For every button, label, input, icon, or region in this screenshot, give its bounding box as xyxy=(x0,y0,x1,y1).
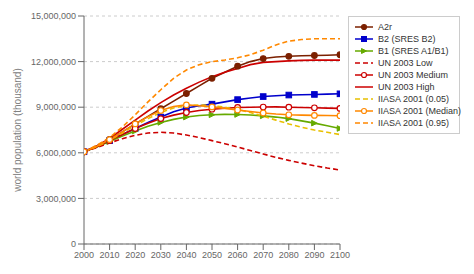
html-text:A2r: A2r xyxy=(378,22,392,32)
svg-text:15,000,000: 15,000,000 xyxy=(31,11,76,21)
svg-text:2080: 2080 xyxy=(279,250,299,260)
svg-text:2000: 2000 xyxy=(74,250,94,260)
svg-text:3,000,000: 3,000,000 xyxy=(36,194,76,204)
html-text:B2 (SRES B2): B2 (SRES B2) xyxy=(378,34,436,44)
svg-text:12,000,000: 12,000,000 xyxy=(31,57,76,67)
svg-text:2060: 2060 xyxy=(228,250,248,260)
svg-text:2040: 2040 xyxy=(176,250,196,260)
html-text:B1 (SRES A1/B1): B1 (SRES A1/B1) xyxy=(378,46,449,56)
html-text:IIASA 2001 (Median): IIASA 2001 (Median) xyxy=(378,106,462,116)
svg-text:2020: 2020 xyxy=(125,250,145,260)
svg-text:2010: 2010 xyxy=(100,250,120,260)
svg-text:2100: 2100 xyxy=(330,250,350,260)
svg-text:2030: 2030 xyxy=(151,250,171,260)
svg-text:world population (thousand): world population (thousand) xyxy=(12,68,23,192)
html-text:IIASA 2001 (0.95): IIASA 2001 (0.95) xyxy=(378,118,449,128)
svg-text:0: 0 xyxy=(71,239,76,249)
svg-text:2050: 2050 xyxy=(202,250,222,260)
html-text:UN 2003 High: UN 2003 High xyxy=(378,82,435,92)
svg-text:6,000,000: 6,000,000 xyxy=(36,148,76,158)
svg-text:9,000,000: 9,000,000 xyxy=(36,102,76,112)
svg-text:2090: 2090 xyxy=(304,250,324,260)
svg-text:2070: 2070 xyxy=(253,250,273,260)
html-text:UN 2003 Medium: UN 2003 Medium xyxy=(378,70,448,80)
html-text:UN 2003 Low: UN 2003 Low xyxy=(378,58,433,68)
html-text:IIASA 2001 (0.05): IIASA 2001 (0.05) xyxy=(378,94,449,104)
